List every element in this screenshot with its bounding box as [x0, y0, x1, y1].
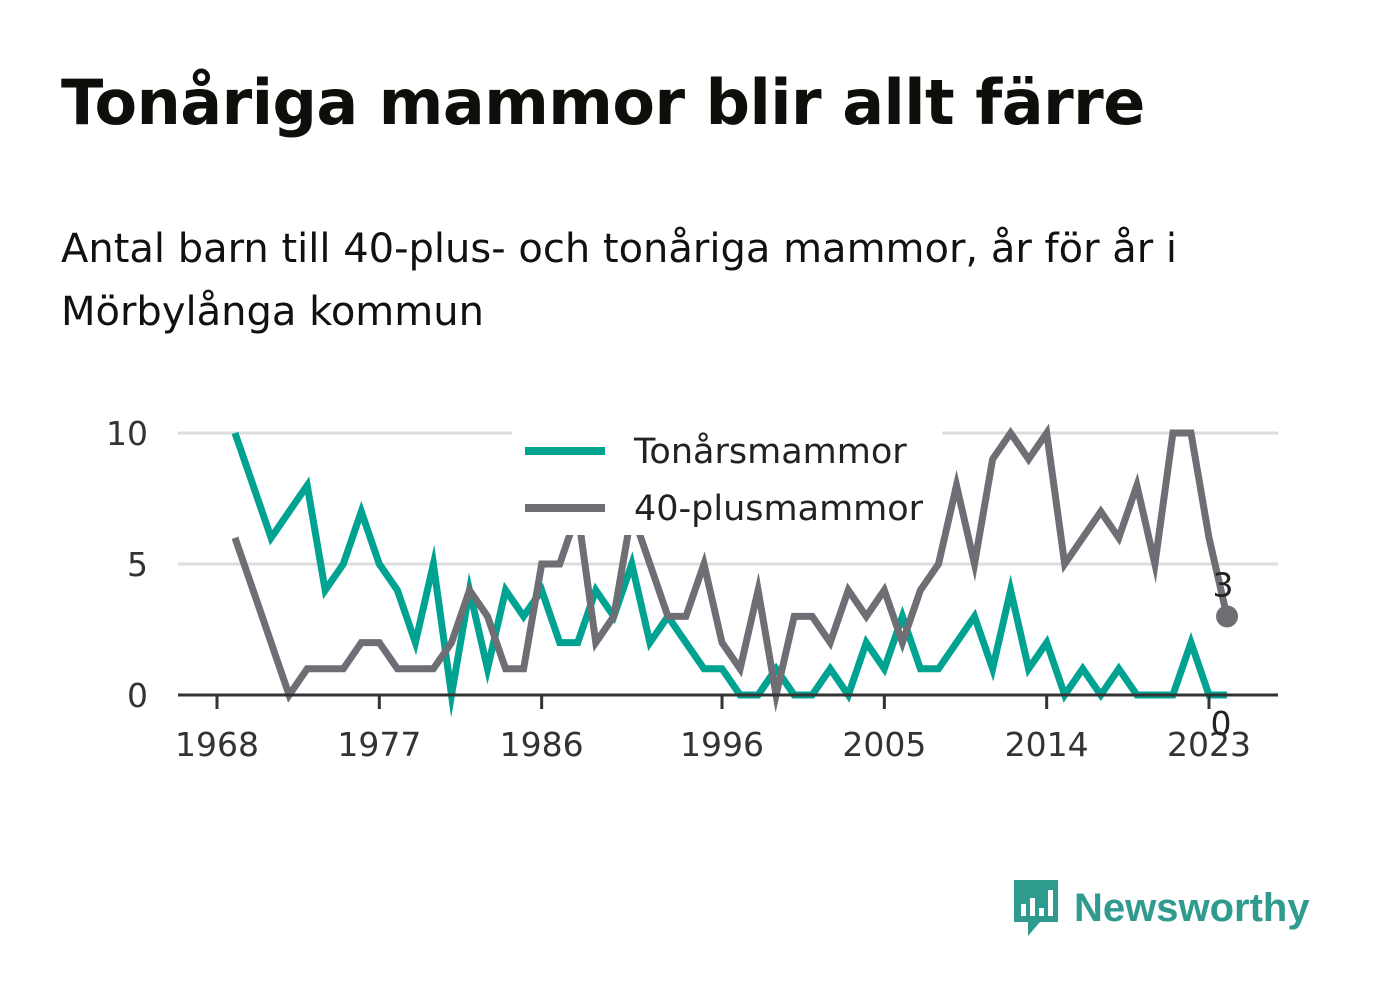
series-line-forty-plus [231, 423, 1231, 713]
newsworthy-logo: Newsworthy [1010, 878, 1310, 938]
x-tick-label: 1986 [500, 725, 584, 764]
axes: 0 5 10 1968 1977 1986 1996 2005 2014 2023 [106, 414, 1278, 764]
x-tick-label: 1968 [175, 725, 259, 764]
chart-title: Tonåriga mammor blir allt färre [61, 66, 1145, 139]
series-lines [231, 423, 1231, 718]
end-labels: 30 [1211, 565, 1239, 743]
newsworthy-logo-icon [1014, 880, 1058, 936]
y-tick-label: 5 [127, 545, 148, 584]
x-tick-label: 1996 [680, 725, 764, 764]
x-tick-label: 2023 [1167, 725, 1251, 764]
x-tick-label: 2005 [842, 725, 926, 764]
legend-label: 40-plusmammor [634, 489, 924, 529]
x-tick-label: 2014 [1005, 725, 1089, 764]
legend: Tonårsmammor 40-plusmammor [512, 417, 942, 535]
y-tick-label: 0 [127, 676, 148, 715]
y-tick-label: 10 [106, 414, 148, 453]
end-marker [1216, 605, 1239, 628]
end-value-label-forty-plus: 3 [1213, 565, 1234, 604]
series-line-teen [231, 431, 1227, 718]
chart-subtitle: Antal barn till 40-plus- och tonåriga ma… [61, 226, 1178, 335]
legend-label: Tonårsmammor [633, 431, 907, 472]
newsworthy-logo-text: Newsworthy [1074, 885, 1310, 930]
legend-box [512, 417, 942, 535]
x-tick-label: 1977 [337, 725, 421, 764]
end-value-label-teen: 0 [1211, 704, 1232, 743]
